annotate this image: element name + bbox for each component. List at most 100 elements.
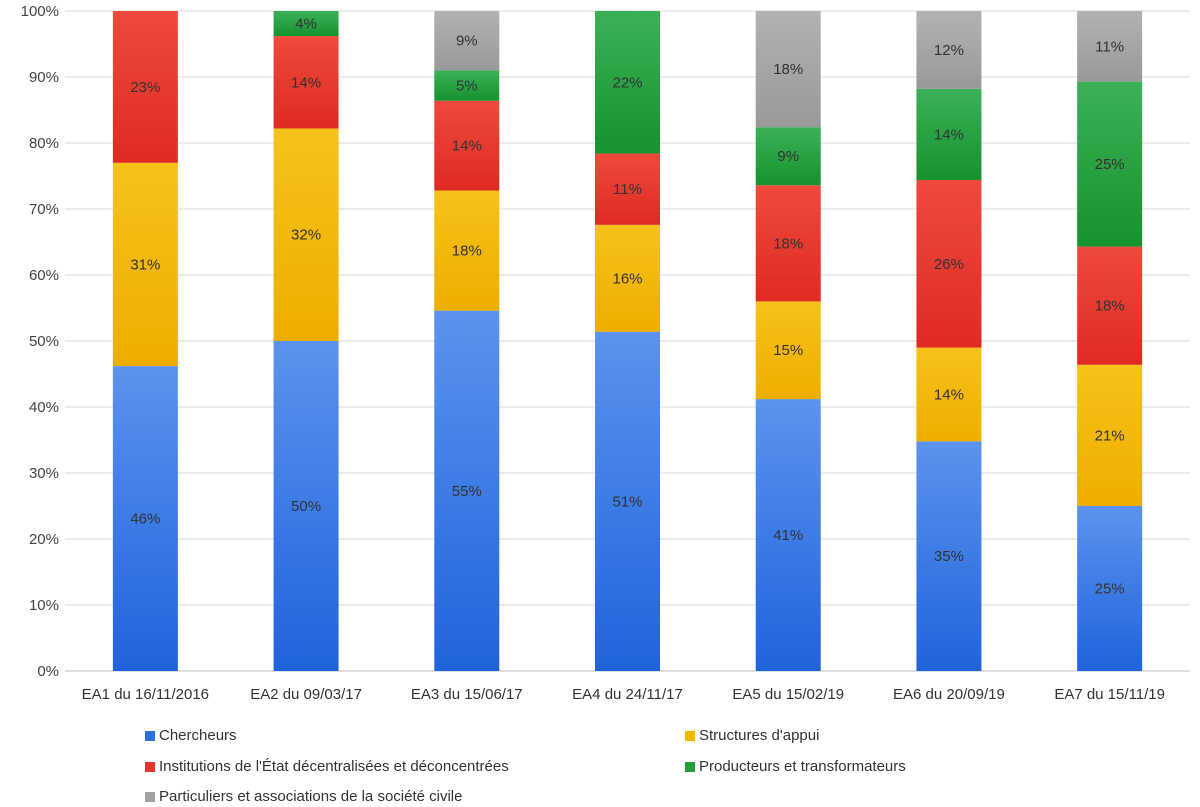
legend-label-structures-appui: Structures d'appui [699,727,820,744]
data-label: 14% [452,138,482,155]
legend: Chercheurs Structures d'appui Institutio… [0,718,1200,807]
data-label: 26% [934,256,964,273]
bar-segment [273,128,339,341]
data-label: 14% [291,74,321,91]
bar-segment [1077,81,1143,247]
x-category-label: EA4 du 24/11/17 [572,686,683,703]
y-tick-label: 30% [29,465,59,482]
bar-segment [595,153,660,225]
data-label: 4% [295,16,317,33]
data-label: 15% [773,342,803,359]
legend-item-chercheurs: Chercheurs [145,727,237,744]
legend-swatch-institutions [145,761,155,772]
data-label: 14% [934,386,964,403]
bar-segment [1077,11,1143,82]
bar-segment [1077,246,1143,365]
bar-segment [916,347,982,442]
data-label: 12% [934,42,964,59]
y-axis-ticks: 0% 10% 20% 30% 40% 50% 60% 70% 80% 90% 100% [21,3,59,680]
bar-segment [273,11,339,37]
data-label: 14% [934,126,964,143]
bar-segment [755,399,821,671]
y-tick-label: 10% [29,597,59,614]
bar-segment [1077,364,1143,506]
bar-segment [112,366,178,671]
x-axis-categories: EA1 du 16/11/2016 EA2 du 09/03/17 EA3 du 1… [82,686,1165,703]
bar-segment [434,11,500,71]
bar-segment [434,310,500,671]
bar-segment [595,224,660,332]
y-tick-label: 70% [29,201,59,218]
x-category-label: EA6 du 20/09/19 [893,686,1005,703]
bar-segment [916,441,982,671]
y-tick-label: 20% [29,531,59,548]
bar-segment [755,185,821,302]
legend-item-structures-appui: Structures d'appui [685,727,819,744]
bar-segment [595,11,660,154]
legend-swatch-chercheurs [145,730,155,741]
data-label: 46% [130,511,160,528]
legend-swatch-producteurs [685,761,695,772]
data-label: 11% [613,181,642,198]
bar-segment [112,11,178,163]
legend-swatch-structures-appui [685,730,695,741]
data-label: 55% [452,483,482,500]
data-label: 16% [612,270,642,287]
data-label: 9% [777,148,799,165]
data-label: 41% [773,527,803,544]
legend-item-institutions: Institutions de l'État décentralisées et… [145,758,509,775]
data-label: 23% [130,79,160,96]
bar-segment [595,331,660,671]
data-label: 51% [612,493,642,510]
bar-segment [434,190,500,311]
data-label: 31% [130,256,160,273]
x-category-label: EA1 du 16/11/2016 [82,686,209,703]
y-tick-label: 60% [29,267,59,284]
bar-segment [755,11,821,128]
bar-segment [434,100,500,191]
data-label: 5% [456,78,478,95]
legend-swatch-particuliers [145,791,155,802]
legend-item-particuliers: Particuliers et associations de la socié… [145,788,462,805]
data-label: 18% [1095,298,1125,315]
bar-segment [1077,506,1143,671]
x-category-label: EA7 du 15/11/19 [1054,686,1165,703]
data-labels: 46% 31% 23% 50% 32% 14% 4% 55% 18% 14% 5% 9% 51% 16% 1… [130,16,1124,598]
legend-label-producteurs: Producteurs et transformateurs [699,758,906,775]
y-tick-label: 50% [29,333,59,350]
bar-segment [916,88,982,180]
x-category-label: EA5 du 15/02/19 [732,686,844,703]
y-tick-label: 0% [37,663,59,680]
bar-segment [916,11,982,89]
data-label: 35% [934,548,964,565]
bar-segment [755,301,821,400]
data-label: 25% [1095,581,1125,598]
data-label: 50% [291,498,321,515]
x-category-label: EA2 du 09/03/17 [250,686,362,703]
data-label: 22% [612,74,642,91]
bar-segment [916,179,982,348]
bar-segment [434,70,500,101]
y-tick-label: 80% [29,135,59,152]
y-tick-label: 40% [29,399,59,416]
legend-label-institutions: Institutions de l'État décentralisées et… [159,758,509,775]
data-label: 18% [773,61,803,78]
data-label: 11% [1095,38,1124,55]
bars [112,11,1143,671]
legend-item-producteurs: Producteurs et transformateurs [685,758,906,775]
data-label: 18% [773,235,803,252]
data-label: 25% [1095,156,1125,173]
bar-segment [273,36,339,129]
y-tick-label: 100% [21,3,59,20]
data-label: 21% [1095,427,1125,444]
x-category-label: EA3 du 15/06/17 [411,686,523,703]
data-label: 9% [456,33,478,50]
legend-label-particuliers: Particuliers et associations de la socié… [159,788,463,805]
data-label: 32% [291,227,321,244]
bar-segment [273,341,339,671]
data-label: 18% [452,243,482,260]
bar-segment [755,127,821,186]
y-tick-label: 90% [29,69,59,86]
bar-segment [112,162,178,367]
